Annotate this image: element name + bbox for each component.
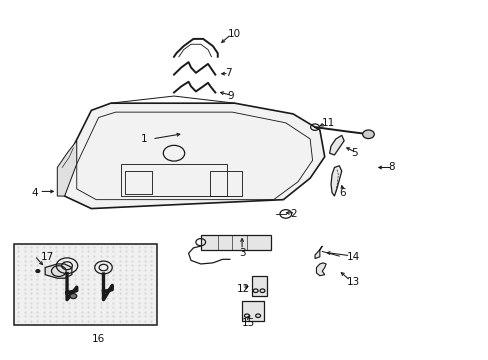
Text: 8: 8 (387, 162, 394, 172)
Text: 3: 3 (238, 248, 245, 258)
Bar (242, 301, 264, 321)
Circle shape (36, 270, 40, 273)
Polygon shape (316, 263, 325, 276)
Polygon shape (314, 246, 322, 258)
Text: 13: 13 (346, 277, 359, 287)
Polygon shape (329, 135, 344, 155)
Bar (210, 171, 242, 196)
Text: 9: 9 (227, 91, 234, 101)
Text: 17: 17 (41, 252, 54, 262)
Circle shape (362, 130, 373, 139)
Text: 12: 12 (237, 284, 250, 294)
Bar (14, 244, 157, 325)
Polygon shape (45, 264, 72, 278)
Circle shape (70, 294, 77, 298)
Polygon shape (64, 103, 324, 208)
Text: 1: 1 (141, 134, 147, 144)
Text: 16: 16 (92, 334, 105, 344)
Polygon shape (330, 166, 341, 196)
Polygon shape (57, 141, 77, 196)
Bar (120, 164, 227, 196)
Bar (201, 235, 271, 249)
Text: 10: 10 (227, 28, 240, 39)
Bar (125, 171, 152, 194)
Text: 7: 7 (224, 68, 231, 78)
Text: 6: 6 (339, 188, 345, 198)
Text: 14: 14 (346, 252, 359, 262)
Text: 11: 11 (322, 118, 335, 128)
Text: 15: 15 (242, 318, 255, 328)
Text: 4: 4 (31, 188, 38, 198)
Bar (251, 276, 267, 296)
Text: 5: 5 (351, 148, 357, 158)
Text: 2: 2 (290, 209, 297, 219)
